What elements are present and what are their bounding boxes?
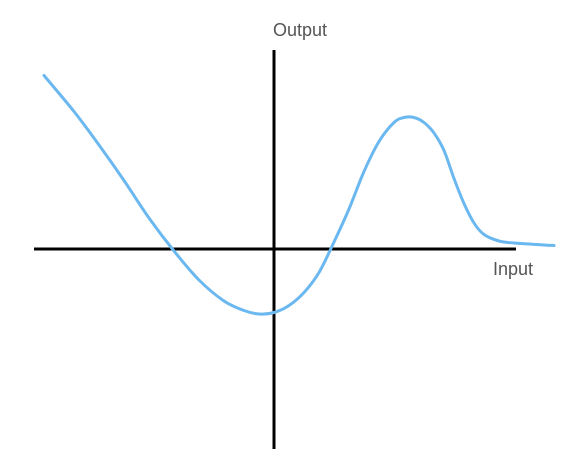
series-layer [42, 74, 556, 316]
x-axis-label: Input [493, 259, 533, 279]
series-line-0 [42, 74, 556, 316]
axes [34, 50, 516, 449]
axis-labels: Output Input [273, 20, 533, 279]
y-axis-label: Output [273, 20, 327, 40]
